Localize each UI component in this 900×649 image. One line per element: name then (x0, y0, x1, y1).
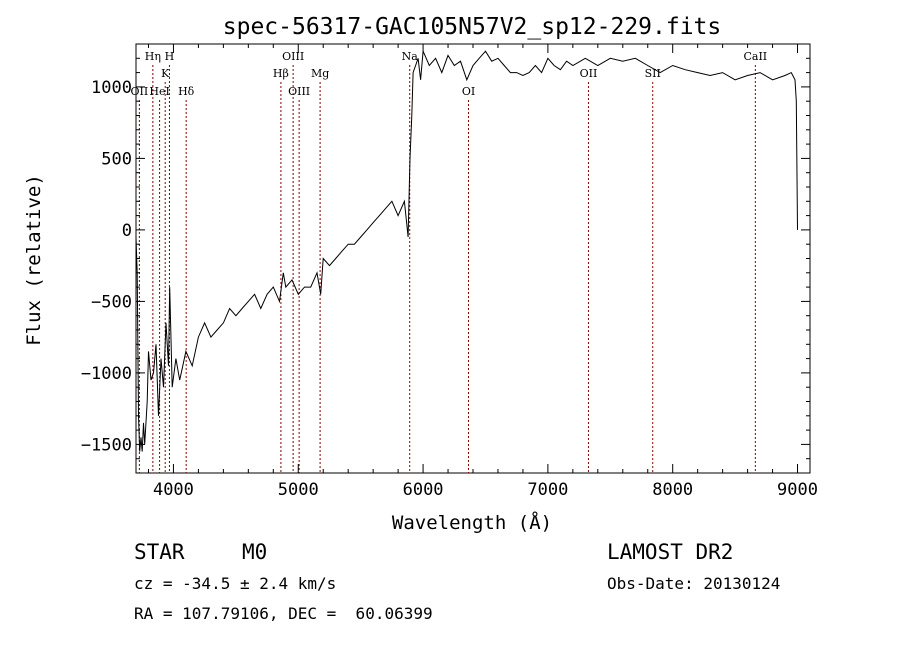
spectral-line-label: Hβ (273, 67, 289, 80)
coordinates: RA = 107.79106, DEC = 60.06399 (134, 604, 433, 623)
y-axis-label: Flux (relative) (23, 174, 45, 346)
object-type: STAR (134, 540, 185, 564)
survey-name: LAMOST DR2 (607, 540, 734, 564)
y-axis-ticks: −1500 −1000 −500 0 500 1000 (81, 43, 810, 460)
spectral-line-label: Mg (311, 67, 329, 80)
spectral-line-label: OII (131, 85, 149, 98)
plot-frame (135, 43, 811, 474)
x-tick-label: 7000 (527, 480, 568, 500)
spectral-line-label: OIII (282, 50, 304, 63)
spectral-line-label: Hη (145, 50, 161, 63)
chart-title: spec-56317-GAC105N57V2_sp12-229.fits (223, 14, 722, 40)
spectral-line-label: OIII (288, 85, 310, 98)
spectral-line-label: OII (580, 67, 598, 80)
x-axis-label: Wavelength (Å) (392, 511, 552, 534)
spectrum-line (135, 50, 798, 452)
x-tick-label: 4000 (153, 480, 194, 500)
y-tick-label: −500 (91, 292, 132, 312)
x-axis-ticks: 4000 5000 6000 7000 8000 9000 (147, 44, 818, 500)
obs-date: Obs-Date: 20130124 (607, 574, 781, 593)
spectral-line-label: Hδ (178, 85, 195, 98)
spectral-line-label: Na (402, 50, 419, 63)
x-tick-label: 9000 (777, 480, 818, 500)
y-tick-label: −1000 (81, 364, 132, 384)
spectral-line-label: OI (462, 85, 475, 98)
redshift-text: cz = -34.5 ± 2.4 km/s (134, 574, 337, 593)
x-tick-label: 8000 (652, 480, 693, 500)
spectral-line-label: SII (645, 67, 661, 80)
spectral-line-label: CaII (743, 50, 767, 63)
y-tick-label: 0 (122, 221, 132, 241)
spectral-subclass: M0 (242, 540, 268, 564)
spectral-line-label: HeI (149, 85, 169, 98)
y-tick-label: 1000 (91, 78, 132, 98)
x-tick-label: 5000 (278, 480, 319, 500)
y-tick-label: 500 (101, 149, 132, 169)
spectral-line-label: H (165, 50, 175, 63)
y-tick-label: −1500 (81, 435, 132, 455)
x-tick-label: 6000 (403, 480, 444, 500)
spectral-line-label: K (161, 67, 170, 80)
